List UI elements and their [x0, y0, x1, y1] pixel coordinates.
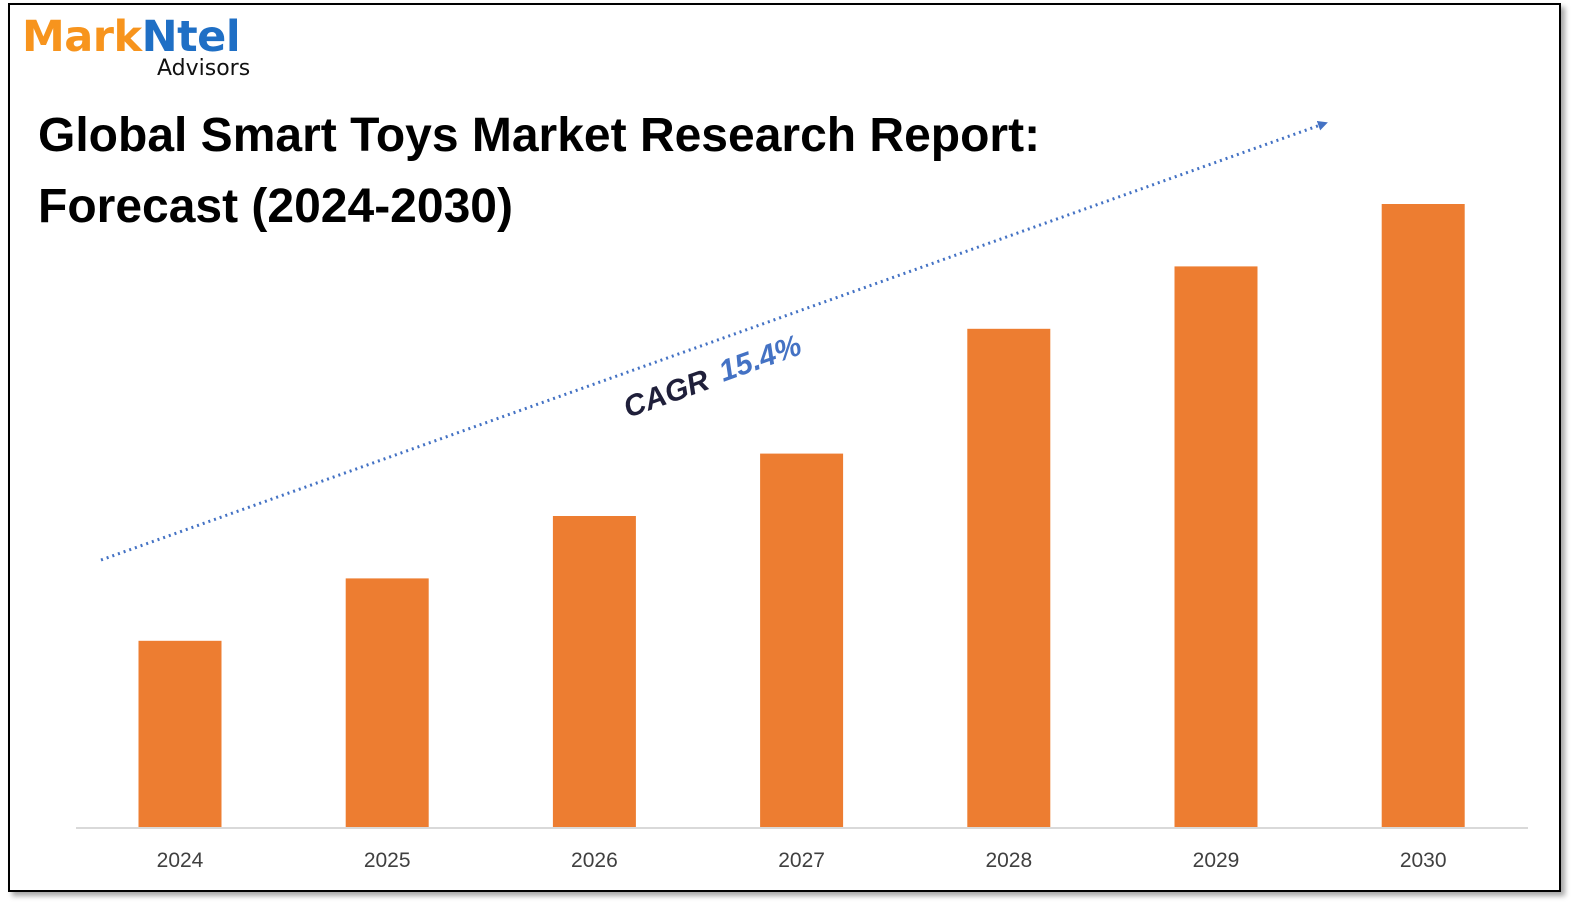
- chart-title-line-2: Forecast (2024-2030): [38, 180, 513, 233]
- bar-2025: [345, 578, 429, 828]
- x-tick-label-2027: 2027: [778, 849, 825, 872]
- marknntel-logo: MarkNtel Advisors: [22, 12, 272, 84]
- chart-title-line-1: Global Smart Toys Market Research Report…: [38, 109, 1041, 162]
- x-tick-label-2028: 2028: [985, 849, 1032, 872]
- bar-2027: [760, 453, 844, 828]
- x-tick-label-2024: 2024: [157, 849, 204, 872]
- bars-group: [138, 204, 1465, 828]
- bar-2028: [967, 328, 1051, 828]
- chart-title: Global Smart Toys Market Research Report…: [38, 100, 1040, 242]
- logo-ntel-text: Ntel: [141, 12, 241, 62]
- bar-2024: [138, 640, 222, 828]
- x-tick-label-2026: 2026: [571, 849, 618, 872]
- bar-2029: [1174, 266, 1258, 828]
- cagr-value: 15.4%: [715, 329, 806, 389]
- logo-wordmark: MarkNtel: [22, 12, 241, 62]
- cagr-trend-arrow: [100, 120, 1328, 562]
- bar-2026: [552, 516, 636, 828]
- logo-mark-text: Mark: [22, 12, 142, 62]
- x-tick-label-2030: 2030: [1400, 849, 1447, 872]
- x-tick-label-2029: 2029: [1193, 849, 1240, 872]
- x-tick-labels: 2024 2025 2026 2027 2028 2029 2030: [157, 849, 1447, 872]
- x-tick-label-2025: 2025: [364, 849, 411, 872]
- cagr-label: CAGR: [619, 364, 714, 425]
- bar-2030: [1381, 204, 1465, 828]
- logo-subtitle: Advisors: [157, 56, 251, 81]
